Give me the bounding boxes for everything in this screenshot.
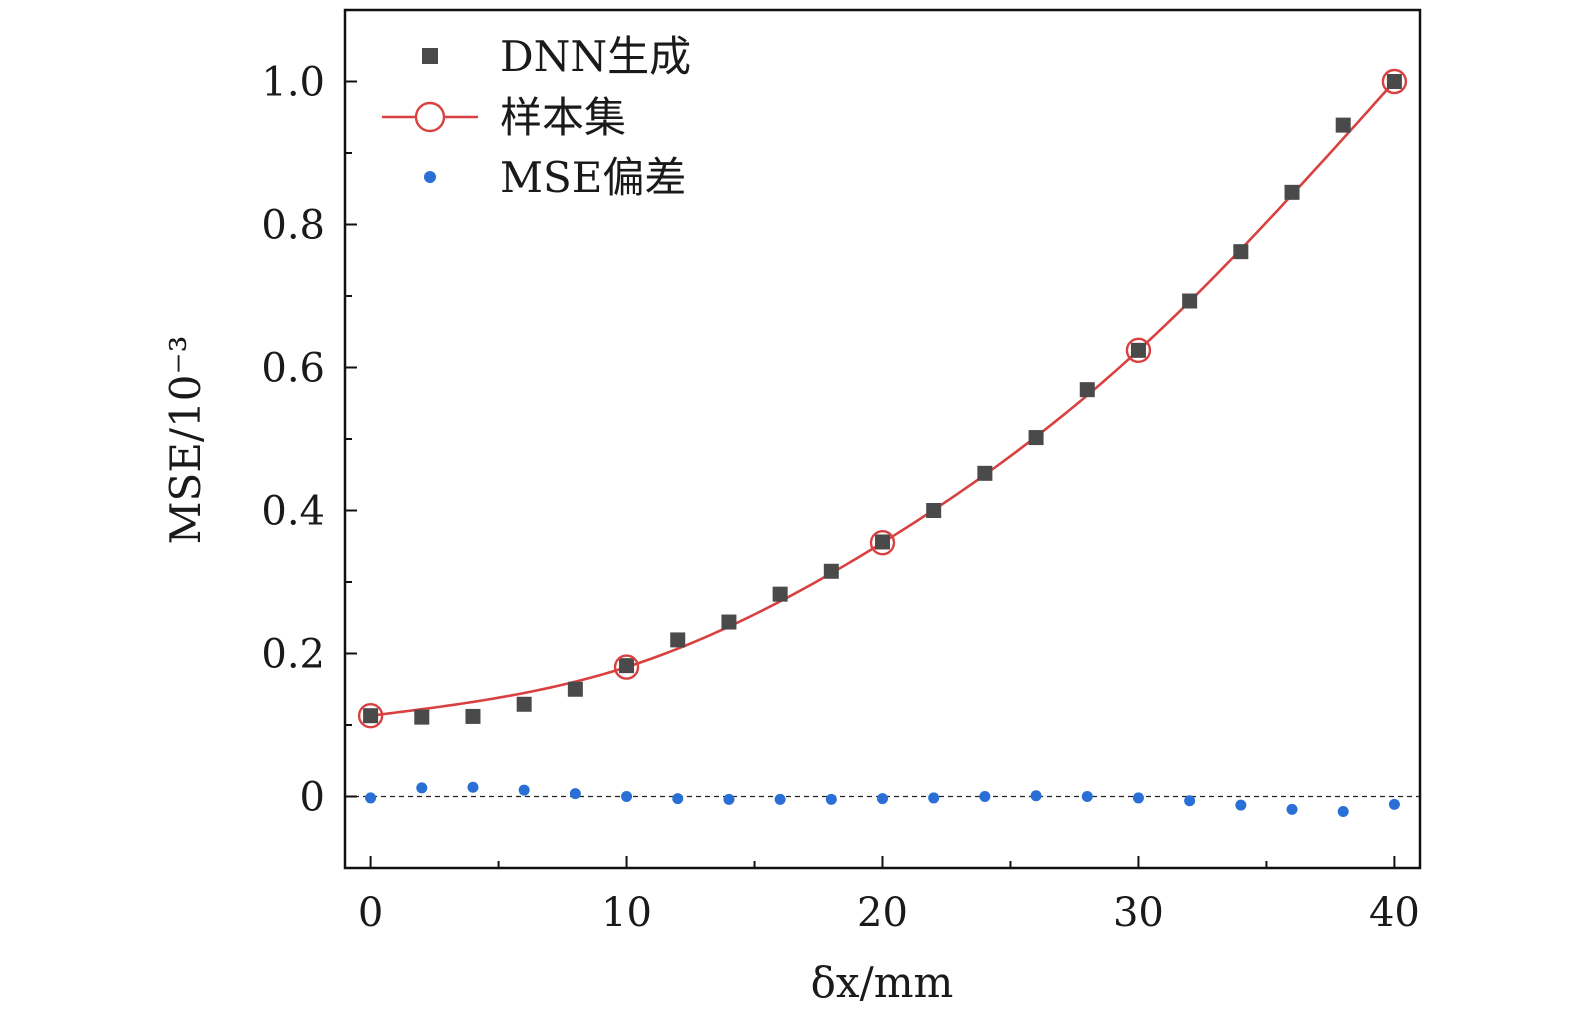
dnn-point [465,708,481,724]
sample-point [357,703,384,729]
dnn-point [823,563,839,579]
y-tick-label: 0.6 [261,346,325,392]
dnn-point [1182,293,1198,309]
dnn-point [670,632,686,648]
dnn-point [721,614,737,630]
mse-bias-point [1184,795,1196,807]
y-tick-label: 0.2 [261,632,325,678]
mse-bias-point [1235,799,1247,811]
legend-sample-label: 样本集 [500,93,626,142]
mse-bias-point [672,793,684,805]
mse-bias-point [467,781,479,793]
dnn-point [1130,342,1146,358]
mse-bias-point [1030,790,1042,802]
plot-area [345,68,1420,818]
dnn-point [1284,184,1300,200]
mse-bias-point [1081,791,1093,802]
sample-point [613,654,640,680]
mse-bias-point [774,793,786,805]
x-axis-title: δx/mm [811,958,954,1007]
dnn-point [1335,117,1351,133]
x-tick-label: 40 [1369,890,1420,936]
dnn-point [516,696,532,712]
mse-bias-point [723,793,735,805]
legend-dnn-marker [422,48,438,64]
mse-bias-point [365,792,377,804]
legend-bias-marker [424,171,436,183]
dnn-point [619,658,635,674]
mse-bias-point [1132,792,1144,804]
dnn-point [926,503,942,518]
x-tick-label: 20 [857,890,908,936]
x-tick-label: 0 [358,890,383,936]
mse-bias-point [569,788,581,800]
dnn-point [977,465,993,481]
dnn-point [567,681,583,697]
mse-bias-point [518,784,530,796]
mse-bias-point [979,791,991,802]
y-axis-title: MSE/10⁻³ [161,335,210,544]
mse-bias-point [825,793,837,805]
dnn-point [414,709,430,725]
sample-point [869,529,896,556]
legend-bias-label: MSE偏差 [500,153,686,202]
dnn-point [1386,74,1402,89]
mse-bias-point [928,792,940,804]
mse-bias-point [1388,798,1400,810]
sample-point [1381,68,1408,95]
sample-point [1125,337,1152,364]
dnn-point [1079,382,1095,398]
dnn-point [772,586,788,602]
axes: 0 10 20 30 40 0 0.2 0.4 0.6 0.8 1.0 [261,8,1422,936]
legend-sample-marker [414,101,446,133]
y-tick-label: 0.4 [261,489,325,535]
mse-bias-point [416,782,428,794]
x-tick-label: 30 [1113,890,1164,936]
dnn-point [875,534,890,550]
mse-bias-point [1286,803,1298,815]
mse-bias-point [877,793,888,805]
y-tick-label: 1.0 [261,60,325,106]
dnn-point [1233,244,1249,260]
mse-bias-point [1337,806,1349,818]
x-tick-label: 10 [601,890,652,936]
dnn-point [363,708,379,724]
y-tick-label: 0 [300,775,325,821]
dnn-point [1028,430,1044,446]
mse-bias-point [621,791,633,802]
y-tick-label: 0.8 [261,203,325,249]
legend-dnn-label: DNN生成 [500,32,691,81]
